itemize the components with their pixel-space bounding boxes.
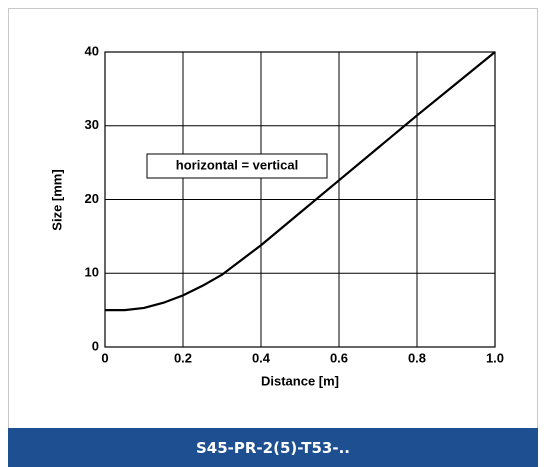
x-tick-label: 0.2 bbox=[174, 350, 192, 365]
y-axis-label: Size [mm] bbox=[49, 169, 64, 230]
x-tick-label: 0.6 bbox=[330, 350, 348, 365]
annotation-box bbox=[146, 153, 328, 179]
footer-title: S45-PR-2(5)-T53-.. bbox=[195, 438, 350, 457]
x-tick-label: 0 bbox=[101, 350, 108, 365]
line bbox=[105, 51, 496, 312]
footer-bar: S45-PR-2(5)-T53-.. bbox=[8, 428, 538, 467]
y-tick-label: 20 bbox=[85, 191, 99, 206]
x-tick-label: 0.4 bbox=[252, 350, 271, 365]
annotation: horizontal = vertical bbox=[176, 157, 298, 172]
x-tick-label: 1.0 bbox=[486, 350, 504, 365]
plot-border bbox=[104, 51, 496, 348]
y-tick-label: 10 bbox=[85, 265, 99, 280]
y-tick-label: 30 bbox=[85, 117, 99, 132]
y-tick-label: 40 bbox=[85, 43, 99, 58]
x-axis-label: Distance [m] bbox=[261, 373, 339, 388]
x-tick-label: 0.8 bbox=[408, 350, 426, 365]
y-tick-label: 0 bbox=[92, 338, 99, 353]
